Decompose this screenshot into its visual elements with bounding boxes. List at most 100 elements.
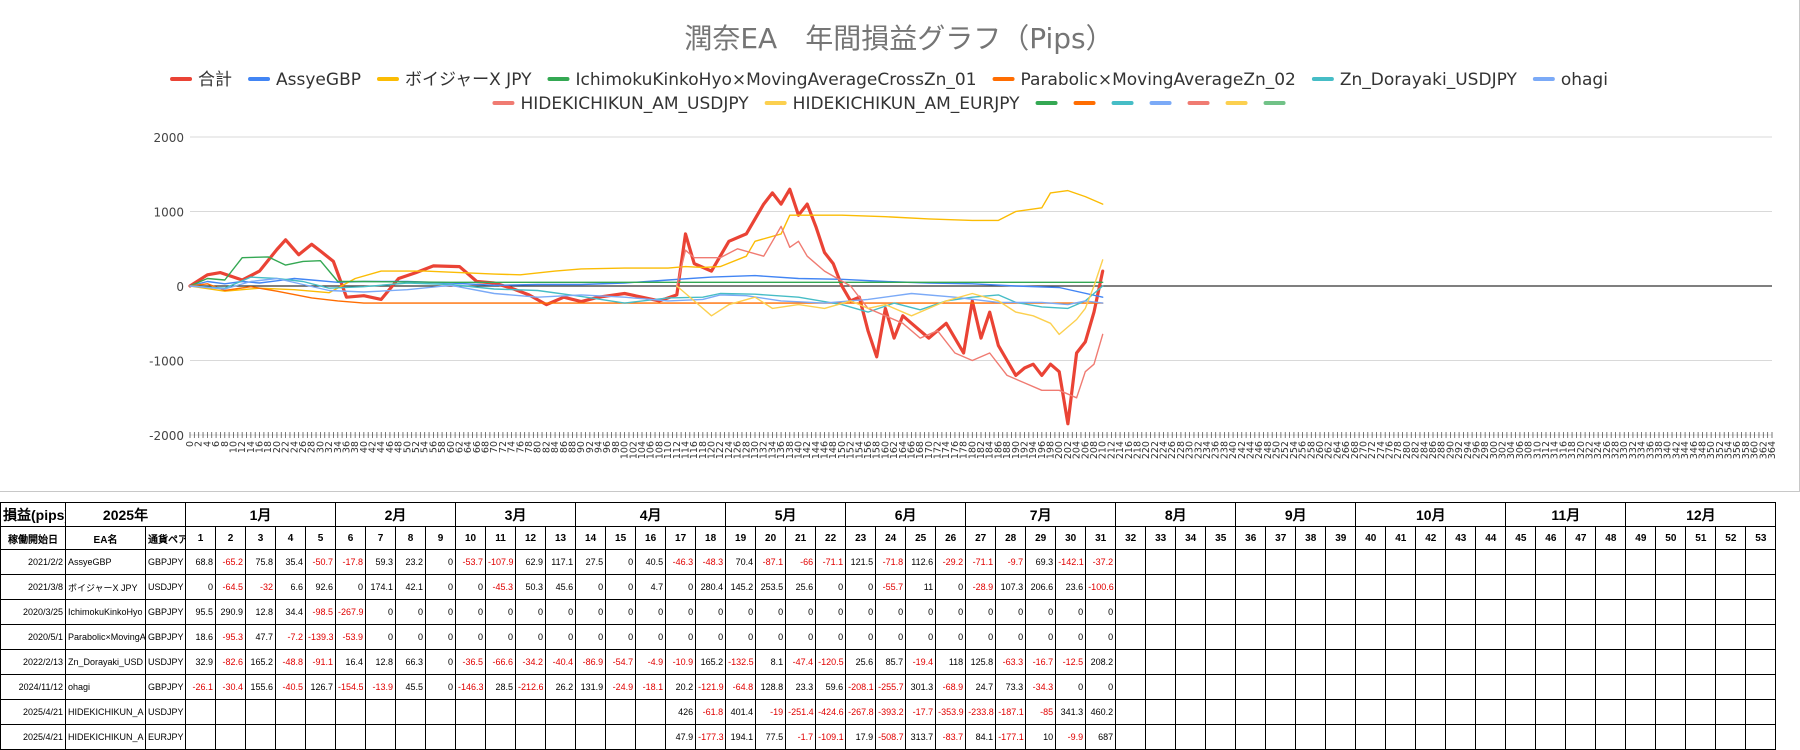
- x-tick-label: 58: [437, 441, 448, 453]
- pips-cell: [1655, 724, 1687, 750]
- x-tick-label: 10: [228, 441, 239, 453]
- pips-cell: -9.7: [995, 549, 1027, 575]
- x-tick-label: 100: [620, 441, 631, 459]
- pips-cell: -66: [785, 549, 817, 575]
- pips-cell: [1625, 549, 1657, 575]
- start-date-cell: 2021/2/2: [0, 549, 66, 575]
- x-tick-label: 308: [1524, 441, 1535, 459]
- x-tick-label: 186: [993, 441, 1004, 459]
- pips-cell: [1745, 549, 1777, 575]
- x-tick-label: 204: [1072, 441, 1083, 459]
- pips-cell: [1235, 674, 1267, 700]
- pips-cell: 131.9: [575, 674, 607, 700]
- pips-cell: [245, 699, 276, 725]
- x-tick-label: 260: [1315, 441, 1326, 459]
- pips-cell: [1355, 649, 1387, 675]
- x-tick-label: 188: [1002, 441, 1013, 459]
- pips-cell: [1175, 649, 1207, 675]
- x-tick-label: 98: [611, 441, 622, 453]
- x-tick-label: 256: [1298, 441, 1309, 459]
- x-tick-label: 300: [1489, 441, 1500, 459]
- pips-cell: 0: [845, 599, 877, 625]
- pips-cell: 50.3: [515, 574, 547, 600]
- pips-cell: -71.1: [965, 549, 997, 575]
- pips-cell: [1655, 574, 1687, 600]
- x-tick-label: 206: [1080, 441, 1091, 459]
- pips-cell: -53.9: [335, 624, 366, 650]
- month-header: 9月: [1235, 502, 1357, 527]
- pips-cell: [1145, 624, 1177, 650]
- pips-cell: [424, 724, 457, 750]
- pips-cell: [1595, 599, 1627, 625]
- x-tick-label: 348: [1697, 441, 1708, 459]
- pips-cell: 0: [995, 624, 1027, 650]
- legend-label: AssyeGBP: [276, 70, 361, 90]
- pips-cell: 0: [575, 574, 607, 600]
- pips-cell: [1535, 549, 1567, 575]
- pips-cell: [1445, 699, 1477, 725]
- pips-cell: 18.6: [185, 624, 216, 650]
- week-header: 7: [365, 526, 396, 550]
- pips-cell: [1115, 574, 1147, 600]
- pips-cell: -24.9: [605, 674, 637, 700]
- x-tick-label: 24: [289, 441, 300, 453]
- pips-cell: [1625, 699, 1657, 725]
- x-tick-label: 282: [1411, 441, 1422, 459]
- pips-cell: -85: [1025, 699, 1057, 725]
- pips-cell: [1265, 724, 1297, 750]
- x-tick-label: 280: [1402, 441, 1413, 459]
- week-header: 16: [635, 526, 667, 550]
- pips-cell: [1565, 574, 1597, 600]
- x-tick-label: 278: [1393, 441, 1404, 459]
- pips-cell: [1115, 624, 1147, 650]
- x-tick-label: 198: [1046, 441, 1057, 459]
- pips-cell: 0: [1025, 624, 1057, 650]
- pips-cell: [1685, 599, 1717, 625]
- pips-cell: [1235, 699, 1267, 725]
- pips-cell: [1505, 649, 1537, 675]
- week-header: 12: [515, 526, 547, 550]
- currency-pair-cell: GBPJPY: [145, 549, 186, 575]
- pips-cell: 0: [515, 624, 547, 650]
- week-header: 25: [905, 526, 937, 550]
- y-axis: 2000 1000 0 -1000 -2000: [149, 131, 184, 443]
- pips-cell: 174.1: [365, 574, 396, 600]
- pips-cell: [1175, 724, 1207, 750]
- pips-cell: 0: [785, 599, 817, 625]
- pips-cell: [545, 699, 577, 725]
- x-tick-label: 32: [324, 441, 335, 453]
- chart-title: 潤奈EA 年間損益グラフ（Pips）: [684, 22, 1113, 55]
- x-tick-label: 76: [515, 441, 526, 453]
- ea-name-cell: Parabolic×MovingA: [65, 624, 146, 650]
- pips-cell: 0: [665, 599, 697, 625]
- x-tick-label: 80: [533, 441, 544, 453]
- x-tick-label: 84: [550, 441, 561, 453]
- x-tick-label: 184: [985, 441, 996, 459]
- x-tick-label: 128: [741, 441, 752, 459]
- x-tick-label: 270: [1358, 441, 1369, 459]
- pips-cell: 17.9: [845, 724, 877, 750]
- x-tick-label: 316: [1558, 441, 1569, 459]
- pips-cell: [1325, 699, 1357, 725]
- pips-cell: -26.1: [185, 674, 216, 700]
- pips-cell: 85.7: [875, 649, 907, 675]
- week-header: 14: [575, 526, 607, 550]
- x-tick-label: 360: [1750, 441, 1761, 459]
- pips-cell: 24.7: [965, 674, 997, 700]
- x-tick-label: 180: [967, 441, 978, 459]
- pips-cell: 69.3: [1025, 549, 1057, 575]
- pips-cell: [395, 699, 426, 725]
- pips-cell: [1625, 724, 1657, 750]
- x-tick-label: 322: [1584, 441, 1595, 459]
- x-tick-label: 346: [1689, 441, 1700, 459]
- table-row: 2020/5/1 Parabolic×MovingA GBPJPY 18.6 -95.3…: [0, 624, 1777, 650]
- pips-cell: [1235, 549, 1267, 575]
- x-tick-label: 120: [707, 441, 718, 459]
- x-tick-label: 296: [1471, 441, 1482, 459]
- pips-cell: -19.4: [905, 649, 937, 675]
- pips-cell: -120.5: [815, 649, 847, 675]
- pips-cell: -47.4: [785, 649, 817, 675]
- pips-cell: [215, 699, 246, 725]
- pips-cell: [365, 724, 396, 750]
- pips-cell: [1505, 674, 1537, 700]
